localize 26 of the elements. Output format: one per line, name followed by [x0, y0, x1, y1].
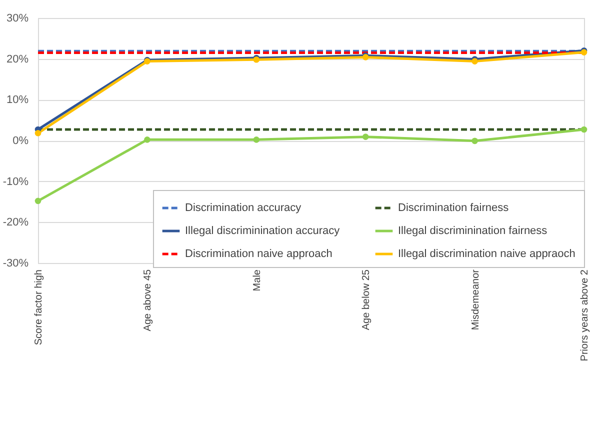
- legend-label: Discrimination fairness: [398, 202, 510, 214]
- x-tick-label: Age above 45: [142, 269, 154, 332]
- x-tick-label: Priors years above 2: [580, 269, 590, 362]
- point: [34, 130, 42, 136]
- legend-label: Discrimination naive approach: [185, 248, 332, 260]
- y-tick-label: 20%: [6, 53, 29, 66]
- y-tick-label: 30%: [6, 12, 29, 24]
- point: [362, 134, 369, 140]
- point: [580, 126, 588, 133]
- y-tick-label: -30%: [2, 258, 29, 270]
- point: [472, 138, 478, 144]
- point: [253, 136, 260, 143]
- x-tick-label: Male: [252, 269, 263, 292]
- y-tick-label: 0%: [12, 135, 29, 147]
- point: [34, 198, 42, 204]
- legend-label: Illegal discriminination accuracy: [185, 225, 340, 237]
- x-tick-label: Score factor high: [34, 270, 44, 346]
- y-tick-label: 10%: [6, 94, 29, 106]
- x-tick-label: Misdemeanor: [470, 268, 482, 330]
- x-tick-label: Age below 25: [361, 269, 372, 330]
- legend-label: Illegal discriminination fairness: [398, 225, 548, 237]
- legend-label: Discrimination accuracy: [185, 202, 302, 214]
- y-tick-label: -10%: [2, 176, 29, 188]
- point: [144, 136, 150, 143]
- legend-label: Illegal discrimination naive appraoch: [398, 248, 576, 260]
- y-tick-label: -20%: [2, 216, 29, 229]
